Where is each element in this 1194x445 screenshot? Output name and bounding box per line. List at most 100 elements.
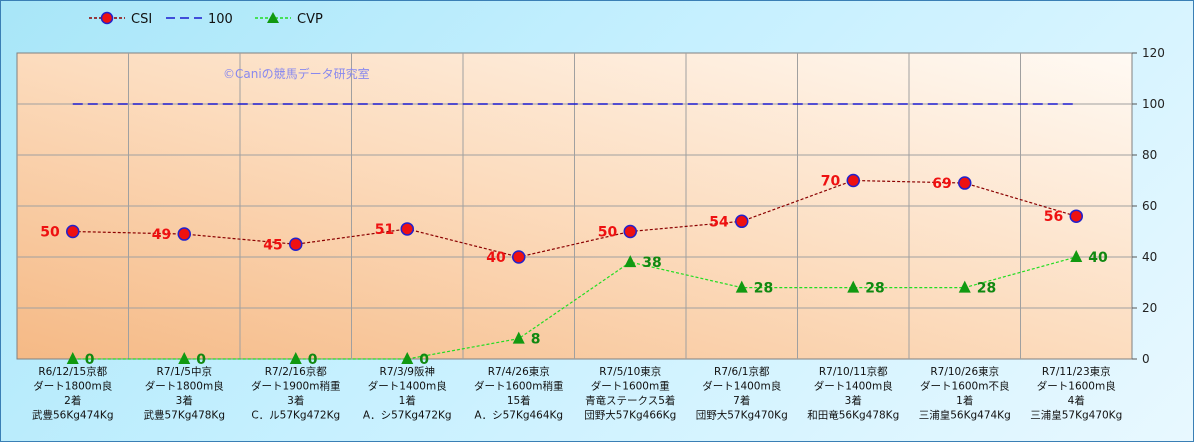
data-label-cvp: 8: [531, 332, 541, 348]
x-tick-label: 4着: [1068, 394, 1085, 407]
x-tick-label: 1着: [956, 394, 973, 407]
data-label-cvp: 0: [419, 352, 429, 368]
data-point-csi: [1069, 209, 1083, 223]
x-tick-label: 3着: [176, 394, 193, 407]
data-label-csi: 51: [375, 222, 394, 238]
data-point-csi: [400, 222, 414, 236]
x-tick-label: R7/4/26東京: [488, 365, 550, 378]
data-point-cvp: [66, 352, 79, 364]
data-label-csi: 56: [1044, 209, 1063, 225]
data-point-cvp: [512, 331, 525, 344]
x-tick-label: R6/12/15京都: [38, 365, 107, 378]
x-tick-label: 3着: [845, 394, 862, 407]
data-point-cvp: [1070, 250, 1083, 262]
y-tick-label: 120: [1142, 46, 1165, 60]
data-label-cvp: 38: [642, 255, 661, 271]
x-tick-label: R7/5/10東京: [599, 365, 661, 378]
x-tick-label: 青竜ステークス5着: [585, 394, 675, 407]
x-tick-label: ダート1400m良: [368, 380, 447, 393]
x-tick-label: ダート1400m良: [702, 380, 781, 393]
legend-marker-triangle: [267, 12, 279, 23]
x-tick-label: ダート1800m良: [145, 380, 224, 393]
data-label-cvp: 0: [196, 352, 206, 368]
data-point-cvp: [178, 352, 191, 364]
data-label-csi: 50: [40, 225, 60, 241]
x-tick-label: 三浦皇57Kg470Kg: [1030, 409, 1122, 422]
data-point-csi: [623, 224, 637, 239]
x-tick-label: 3着: [287, 394, 304, 407]
data-point-csi: [177, 227, 191, 241]
x-tick-label: A．シ57Kg472Kg: [363, 410, 452, 422]
legend-label: CSI: [131, 12, 152, 27]
data-point-csi: [735, 214, 749, 229]
x-tick-label: 15着: [507, 394, 531, 407]
y-tick-label: 40: [1142, 250, 1157, 264]
legend: CSI 100 CVP: [89, 11, 323, 27]
data-label-cvp: 28: [977, 281, 996, 297]
x-tick-label: 1着: [399, 394, 416, 407]
data-label-csi: 40: [486, 250, 506, 266]
x-tick-label: ダート1900m稍重: [251, 380, 340, 393]
legend-marker-circle: [100, 11, 114, 25]
data-label-csi: 69: [932, 176, 951, 192]
x-tick-label: ダート1600m稍重: [474, 380, 563, 393]
data-label-csi: 49: [152, 227, 171, 243]
data-point-cvp: [958, 280, 971, 293]
y-tick-label: 20: [1142, 301, 1157, 315]
data-label-csi: 70: [821, 174, 841, 190]
x-tick-label: 団野大57Kg470Kg: [696, 409, 788, 422]
x-tick-label: ダート1400m良: [814, 380, 893, 393]
y-tick-label: 60: [1142, 199, 1157, 213]
y-tick-label: 100: [1142, 97, 1165, 111]
y-tick-label: 0: [1142, 352, 1150, 366]
x-tick-label: 2着: [64, 394, 81, 407]
data-point-csi: [289, 237, 303, 251]
x-tick-label: ダート1600m不良: [920, 380, 1009, 393]
data-label-csi: 50: [598, 225, 618, 241]
x-tick-label: R7/3/9阪神: [380, 365, 435, 378]
x-tick-label: R7/11/23東京: [1042, 365, 1111, 378]
x-tick-label: ダート1600m重: [591, 380, 670, 393]
x-tick-label: R7/6/1京都: [714, 365, 770, 378]
x-tick-label: 7着: [733, 394, 750, 407]
data-point-cvp: [289, 352, 302, 364]
data-point-cvp: [401, 352, 414, 364]
data-point-csi: [66, 224, 80, 239]
x-tick-label: R7/1/5中京: [157, 365, 212, 378]
y-tick-label: 80: [1142, 148, 1157, 162]
data-label-cvp: 0: [308, 352, 318, 368]
series-line: [72, 179, 1077, 258]
data-point-csi: [958, 176, 972, 190]
data-label-cvp: 28: [754, 281, 773, 297]
data-point-csi: [512, 250, 526, 264]
x-tick-label: 武豊57Kg478Kg: [143, 409, 225, 422]
x-tick-label: 和田竜56Kg478Kg: [807, 409, 899, 422]
x-tick-label: C．ル57Kg472Kg: [251, 410, 340, 422]
data-label-cvp: 28: [865, 281, 884, 297]
data-label-csi: 54: [709, 214, 729, 230]
legend-label: 100: [208, 12, 233, 27]
x-tick-label: R7/10/26東京: [930, 365, 999, 378]
x-tick-label: A．シ57Kg464Kg: [474, 410, 563, 422]
legend-label: CVP: [297, 12, 323, 27]
x-tick-label: R7/10/11京都: [819, 365, 888, 378]
data-point-cvp: [847, 280, 860, 293]
x-tick-label: ダート1800m良: [33, 380, 112, 393]
x-tick-label: 団野大57Kg466Kg: [584, 409, 676, 422]
axis-layer: 020406080100120R6/12/15京都ダート1800m良2着武豊56…: [32, 46, 1165, 422]
data-label-csi: 45: [263, 237, 282, 253]
x-tick-label: 武豊56Kg474Kg: [32, 409, 114, 422]
series-line: [72, 256, 1077, 360]
x-tick-label: 三浦皇56Kg474Kg: [919, 409, 1011, 422]
data-point-csi: [846, 173, 860, 188]
data-label-cvp: 0: [85, 352, 95, 368]
watermark: ©Caniの競馬データ研究室: [223, 66, 370, 81]
data-label-cvp: 40: [1088, 250, 1108, 266]
series-layer: 50 49 45 51 40 50 54 70 69 56 0 0 0 0 8 38 28 28 28 40: [40, 103, 1108, 368]
x-tick-label: R7/2/16京都: [265, 365, 328, 378]
x-tick-label: ダート1600m良: [1037, 380, 1116, 393]
data-point-cvp: [624, 255, 637, 268]
data-point-cvp: [735, 280, 748, 293]
